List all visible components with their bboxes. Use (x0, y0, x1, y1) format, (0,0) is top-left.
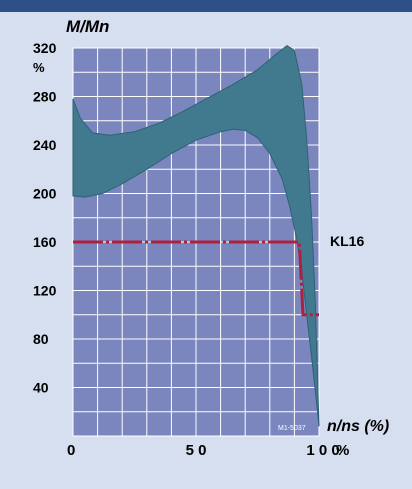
y-tick-label: 160 (33, 234, 57, 250)
y-tick-label: 80 (33, 331, 49, 347)
header-bar (0, 0, 412, 12)
x-tick-label: 1 0 0 (306, 442, 339, 459)
y-axis-label: M/Mn (66, 17, 109, 36)
y-tick-label: 280 (33, 89, 57, 105)
x-axis-unit: % (336, 442, 349, 459)
kl16-annotation: KL16 (330, 233, 364, 249)
kl16-line (73, 240, 319, 317)
torque-band (72, 44, 320, 427)
y-tick-label: 320 (33, 40, 57, 56)
y-tick-label: 240 (33, 137, 57, 153)
x-tick-label: 0 (67, 442, 75, 459)
x-tick-labels: 0 5 0 1 0 0 (67, 442, 340, 459)
y-tick-labels: 40 80 120 160 200 240 280 320 (33, 40, 57, 396)
y-tick-label: 120 (33, 283, 57, 299)
figure-id-annotation: M1-5037 (278, 425, 306, 432)
x-axis-label: n/ns (%) (327, 418, 389, 435)
x-tick-label: 5 0 (186, 442, 207, 459)
y-axis-unit: % (33, 60, 45, 75)
y-tick-label: 40 (33, 380, 49, 396)
y-tick-label: 200 (33, 186, 57, 202)
